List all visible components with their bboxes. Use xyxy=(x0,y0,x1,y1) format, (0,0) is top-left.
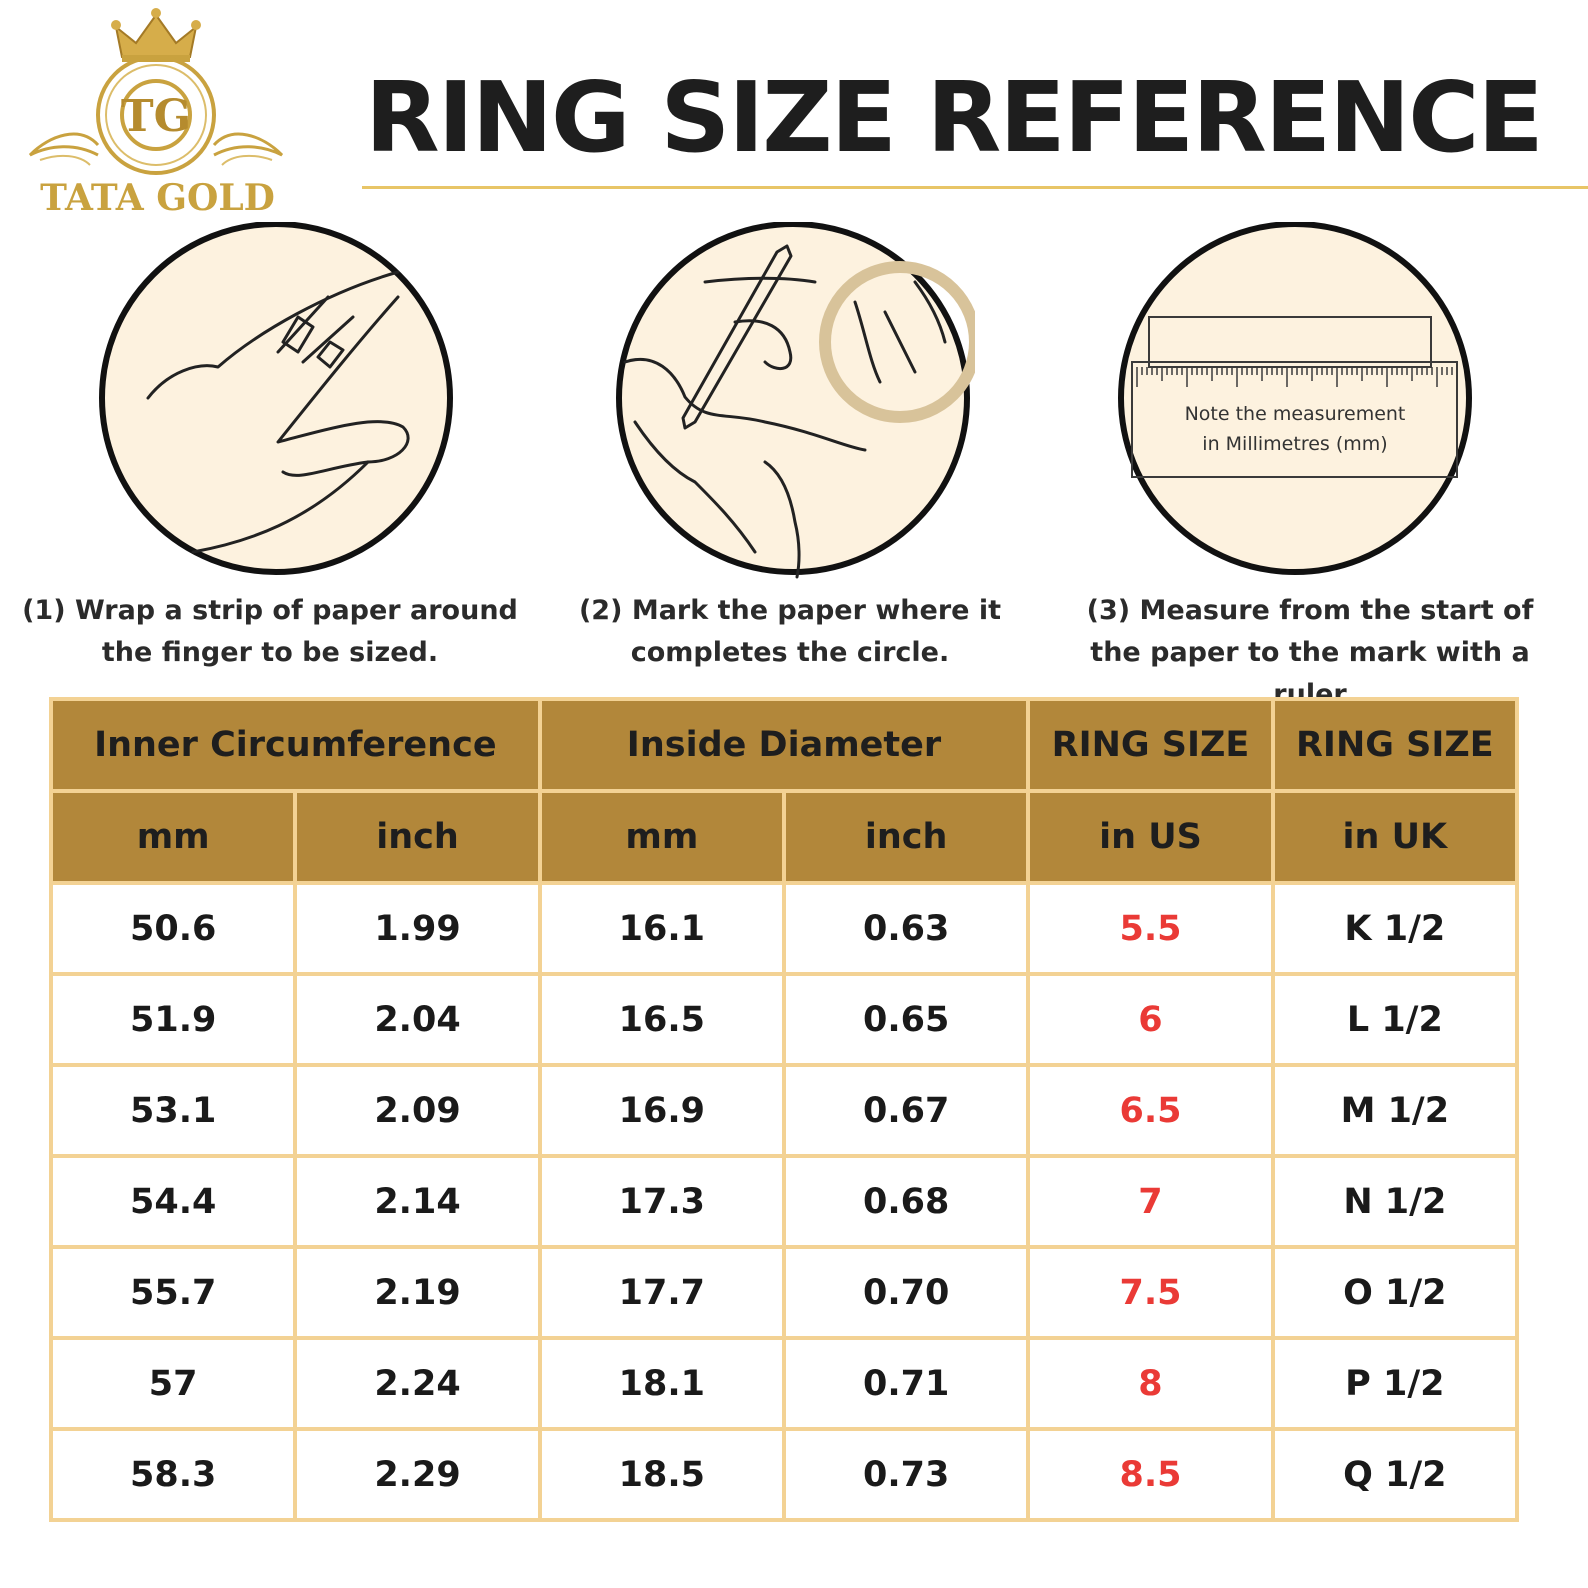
cell-diameter-mm: 18.1 xyxy=(537,1336,786,1431)
cell-uk-size: L 1/2 xyxy=(1270,972,1520,1067)
cell-circumference-inch: 2.29 xyxy=(293,1427,542,1522)
cell-diameter-mm: 18.5 xyxy=(537,1427,786,1522)
cell-uk-size: P 1/2 xyxy=(1270,1336,1520,1431)
subheader-uk: in UK xyxy=(1270,789,1520,885)
step-caption: (1) Wrap a strip of paper around the fin… xyxy=(22,595,518,668)
cell-circumference-mm: 57 xyxy=(48,1336,298,1431)
cell-diameter-mm: 16.5 xyxy=(537,972,786,1067)
cell-diameter-mm: 17.7 xyxy=(537,1245,786,1340)
ruler-note-line-1: Note the measurement xyxy=(1185,403,1406,425)
cell-circumference-inch: 2.19 xyxy=(293,1245,542,1340)
brand-name: TATA GOLD xyxy=(40,177,275,219)
cell-circumference-mm: 58.3 xyxy=(48,1427,298,1522)
subheader-circumference-mm: mm xyxy=(48,789,298,885)
cell-circumference-inch: 1.99 xyxy=(293,881,542,976)
cell-circumference-inch: 2.09 xyxy=(293,1063,542,1158)
crown-monogram-icon: TG xyxy=(28,8,284,175)
cell-diameter-inch: 0.65 xyxy=(781,972,1031,1067)
cell-diameter-inch: 0.73 xyxy=(781,1427,1031,1522)
cell-circumference-mm: 54.4 xyxy=(48,1154,298,1249)
cell-circumference-mm: 53.1 xyxy=(48,1063,298,1158)
table-row: 51.9 2.04 16.5 0.65 6 L 1/2 xyxy=(48,972,1520,1067)
table-row: 58.3 2.29 18.5 0.73 8.5 Q 1/2 xyxy=(48,1427,1520,1522)
brand-logo: TG TATA GOLD xyxy=(20,5,300,220)
step-caption: (2) Mark the paper where it completes th… xyxy=(578,595,1002,668)
cell-diameter-inch: 0.67 xyxy=(781,1063,1031,1158)
subheader-us: in US xyxy=(1026,789,1275,885)
cell-diameter-inch: 0.68 xyxy=(781,1154,1031,1249)
cell-circumference-mm: 51.9 xyxy=(48,972,298,1067)
subheader-diameter-mm: mm xyxy=(537,789,786,885)
cell-circumference-mm: 50.6 xyxy=(48,881,298,976)
ruler-measure-icon: Note the measurement in Millimetres (mm) xyxy=(1118,222,1472,575)
step-caption: (3) Measure from the start of the paper … xyxy=(1086,595,1534,710)
ring-size-table: Inner Circumference Inside Diameter RING… xyxy=(48,697,1520,1522)
cell-diameter-mm: 17.3 xyxy=(537,1154,786,1249)
table-row: 50.6 1.99 16.1 0.63 5.5 K 1/2 xyxy=(48,881,1520,976)
header-inside-diameter: Inside Diameter xyxy=(537,697,1031,793)
cell-uk-size: O 1/2 xyxy=(1270,1245,1520,1340)
header-inner-circumference: Inner Circumference xyxy=(49,697,542,793)
cell-us-size: 5.5 xyxy=(1026,881,1275,976)
cell-us-size: 7.5 xyxy=(1026,1245,1275,1340)
table-row: 57 2.24 18.1 0.71 8 P 1/2 xyxy=(48,1336,1520,1431)
cell-us-size: 7 xyxy=(1026,1154,1275,1249)
cell-uk-size: K 1/2 xyxy=(1270,881,1520,976)
cell-diameter-inch: 0.70 xyxy=(781,1245,1031,1340)
ruler-note-line-2: in Millimetres (mm) xyxy=(1202,433,1387,455)
cell-us-size: 8 xyxy=(1026,1336,1275,1431)
cell-circumference-mm: 55.7 xyxy=(48,1245,298,1340)
cell-uk-size: M 1/2 xyxy=(1270,1063,1520,1158)
subheader-diameter-inch: inch xyxy=(781,789,1031,885)
page-title: RING SIZE REFERENCE xyxy=(365,61,1544,174)
title-divider xyxy=(362,186,1588,189)
cell-uk-size: Q 1/2 xyxy=(1270,1427,1520,1522)
cell-diameter-mm: 16.1 xyxy=(537,881,786,976)
cell-diameter-inch: 0.63 xyxy=(781,881,1031,976)
cell-circumference-inch: 2.14 xyxy=(293,1154,542,1249)
header-ring-size-uk: RING SIZE xyxy=(1270,697,1520,793)
hand-wrap-paper-icon xyxy=(99,222,453,575)
cell-circumference-inch: 2.24 xyxy=(293,1336,542,1431)
cell-us-size: 8.5 xyxy=(1026,1427,1275,1522)
cell-diameter-inch: 0.71 xyxy=(781,1336,1031,1431)
table-sub-header-row: mm inch mm inch in US in UK xyxy=(48,789,1520,885)
table-row: 55.7 2.19 17.7 0.70 7.5 O 1/2 xyxy=(48,1245,1520,1340)
table-row: 53.1 2.09 16.9 0.67 6.5 M 1/2 xyxy=(48,1063,1520,1158)
monogram-text: TG xyxy=(121,91,191,142)
header-ring-size-us: RING SIZE xyxy=(1026,697,1275,793)
table-row: 54.4 2.14 17.3 0.68 7 N 1/2 xyxy=(48,1154,1520,1249)
cell-us-size: 6 xyxy=(1026,972,1275,1067)
table-body: 50.6 1.99 16.1 0.63 5.5 K 1/2 51.9 2.04 16.5 0.65… xyxy=(48,881,1520,1522)
subheader-circumference-inch: inch xyxy=(293,789,542,885)
table-group-header-row: Inner Circumference Inside Diameter RING… xyxy=(49,697,1520,793)
cell-uk-size: N 1/2 xyxy=(1270,1154,1520,1249)
cell-diameter-mm: 16.9 xyxy=(537,1063,786,1158)
cell-us-size: 6.5 xyxy=(1026,1063,1275,1158)
pencil-mark-paper-icon xyxy=(616,222,975,579)
cell-circumference-inch: 2.04 xyxy=(293,972,542,1067)
